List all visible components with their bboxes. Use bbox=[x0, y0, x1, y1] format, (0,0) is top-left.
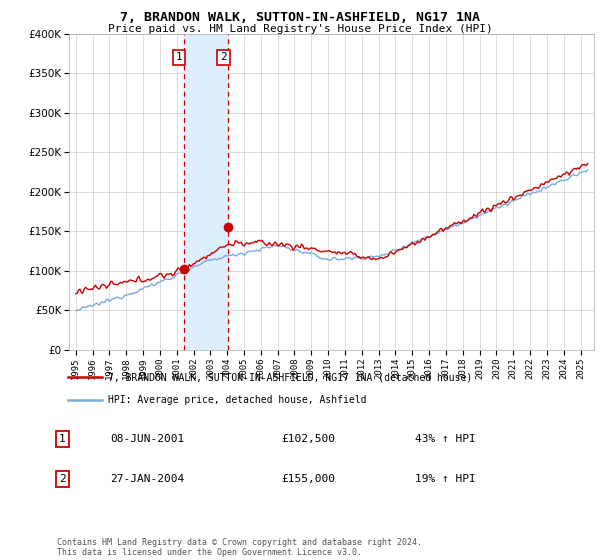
Text: 08-JUN-2001: 08-JUN-2001 bbox=[110, 434, 185, 444]
Text: 7, BRANDON WALK, SUTTON-IN-ASHFIELD, NG17 1NA (detached house): 7, BRANDON WALK, SUTTON-IN-ASHFIELD, NG1… bbox=[108, 372, 472, 382]
Text: 19% ↑ HPI: 19% ↑ HPI bbox=[415, 474, 476, 484]
Bar bbox=[184, 34, 229, 350]
Text: 1: 1 bbox=[59, 434, 66, 444]
Text: 27-JAN-2004: 27-JAN-2004 bbox=[110, 474, 185, 484]
Text: Contains HM Land Registry data © Crown copyright and database right 2024.
This d: Contains HM Land Registry data © Crown c… bbox=[57, 538, 422, 557]
Text: 2: 2 bbox=[220, 52, 227, 62]
Text: 7, BRANDON WALK, SUTTON-IN-ASHFIELD, NG17 1NA: 7, BRANDON WALK, SUTTON-IN-ASHFIELD, NG1… bbox=[120, 11, 480, 24]
Text: £155,000: £155,000 bbox=[281, 474, 335, 484]
Text: 43% ↑ HPI: 43% ↑ HPI bbox=[415, 434, 476, 444]
Text: 1: 1 bbox=[176, 52, 182, 62]
Text: £102,500: £102,500 bbox=[281, 434, 335, 444]
Text: HPI: Average price, detached house, Ashfield: HPI: Average price, detached house, Ashf… bbox=[108, 395, 366, 405]
Text: Price paid vs. HM Land Registry's House Price Index (HPI): Price paid vs. HM Land Registry's House … bbox=[107, 24, 493, 34]
Text: 2: 2 bbox=[59, 474, 66, 484]
